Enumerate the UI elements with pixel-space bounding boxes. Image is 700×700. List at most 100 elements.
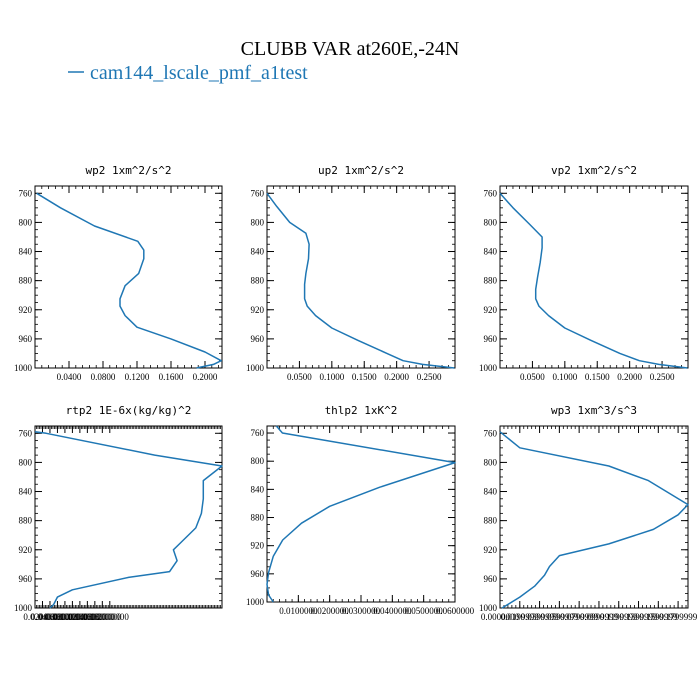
x-tick-label: 0.0100000 (279, 606, 318, 616)
x-tick-label: 0.0399999 (520, 612, 559, 622)
x-tick-label: 0.2500 (650, 372, 675, 382)
y-tick-label: 960 (251, 569, 265, 579)
y-tick-label: 800 (19, 217, 33, 227)
x-tick-label: 0.1600 (159, 372, 184, 382)
series-line-1 (266, 192, 455, 369)
y-tick-label: 840 (484, 247, 498, 257)
subplot-5: thlp2 1xK^2 760 800 840 880 920 960 1000 0.01000… (246, 404, 475, 616)
x-tick-label: 0.0599999 (540, 612, 579, 622)
axes-frame (499, 185, 689, 369)
x-tick-label: 0.0600000 (436, 606, 475, 616)
y-tick-label: 880 (484, 276, 498, 286)
y-tick-label: 1000 (479, 363, 498, 373)
x-tick-label: 0.0800 (91, 372, 116, 382)
x-tick-label: 0.1399999 (619, 612, 658, 622)
subplot-title: vp2 1xm^2/s^2 (551, 164, 637, 177)
y-tick-label: 880 (251, 276, 265, 286)
y-tick-label: 800 (484, 457, 498, 467)
y-tick-label: 960 (19, 334, 33, 344)
subplot-1: wp2 1xm^2/s^2 760 800 840 880 920 960 1000 0.040… (14, 164, 223, 382)
x-tick-label: 0.0000000 (481, 612, 520, 622)
y-tick-label: 800 (19, 457, 33, 467)
y-tick-label: 760 (484, 428, 498, 438)
y-tick-label: 880 (484, 516, 498, 526)
y-tick-label: 760 (484, 188, 498, 198)
y-tick-label: 880 (251, 513, 265, 523)
y-tick-label: 760 (19, 188, 33, 198)
x-tick-label: 0.1800000 (83, 612, 122, 622)
y-tick-label: 920 (251, 305, 265, 315)
x-tick-label: 0.2000000 (91, 612, 130, 622)
series-line-1 (499, 192, 688, 369)
y-tick-label: 920 (19, 545, 33, 555)
x-tick-label: 0.0200000 (23, 612, 62, 622)
x-tick-label: 0.1200000 (61, 612, 100, 622)
subplot-3: vp2 1xm^2/s^2 760 800 840 880 920 960 1000 0.050… (479, 164, 689, 382)
y-tick-label: 920 (19, 305, 33, 315)
subplot-title: wp2 1xm^2/s^2 (85, 164, 171, 177)
x-tick-label: 0.0500000 (405, 606, 444, 616)
axes-frame (34, 425, 223, 609)
x-tick-label: 0.0999999 (580, 612, 619, 622)
y-tick-label: 840 (251, 484, 265, 494)
y-tick-label: 800 (484, 217, 498, 227)
y-tick-label: 760 (19, 428, 33, 438)
x-tick-label: 0.1000 (552, 372, 577, 382)
subplot-6: wp3 1xm^3/s^3 760 800 840 880 920 960 10000.000… (479, 404, 698, 622)
figure-legend: cam144_lscale_pmf_a1test (68, 62, 308, 84)
x-tick-label: 0.2000 (384, 372, 409, 382)
subplot-2: up2 1xm^2/s^2 760 800 840 880 920 960 1000 0.050… (246, 164, 456, 382)
y-tick-label: 760 (251, 188, 265, 198)
x-tick-label: 0.1000000 (53, 612, 92, 622)
y-tick-label: 840 (484, 487, 498, 497)
x-tick-label: 0.0200000 (311, 606, 350, 616)
subplot-title: thlp2 1xK^2 (325, 404, 398, 417)
x-tick-label: 0.2500 (417, 372, 442, 382)
subplot-title: wp3 1xm^3/s^3 (551, 404, 637, 417)
x-tick-label: 0.0400000 (31, 612, 70, 622)
y-tick-label: 1000 (246, 597, 265, 607)
y-tick-label: 960 (19, 574, 33, 584)
axes-frame (499, 425, 689, 609)
y-tick-label: 840 (19, 487, 33, 497)
y-tick-label: 960 (484, 574, 498, 584)
y-tick-label: 920 (251, 541, 265, 551)
x-tick-label: 0.1599999 (639, 612, 678, 622)
x-tick-label: 0.0799999 (560, 612, 599, 622)
y-tick-label: 920 (484, 305, 498, 315)
x-tick-label: 0.1799999 (659, 612, 698, 622)
y-tick-label: 1000 (246, 363, 265, 373)
x-tick-label: 0.1400000 (68, 612, 107, 622)
x-tick-label: 0.1600000 (76, 612, 115, 622)
axes-frame (266, 185, 456, 369)
x-tick-label: 0.0600000 (38, 612, 77, 622)
series-line-1 (499, 431, 689, 609)
x-tick-label: 0.2000 (193, 372, 218, 382)
subplot-title: rtp2 1E-6x(kg/kg)^2 (66, 404, 192, 417)
x-tick-label: 0.0199999 (501, 612, 540, 622)
subplot-grid: wp2 1xm^2/s^2 760 800 840 880 920 960 1000 0.040… (14, 164, 698, 622)
x-tick-label: 0.0800000 (46, 612, 85, 622)
x-tick-label: 0.0400 (57, 372, 82, 382)
y-tick-label: 960 (251, 334, 265, 344)
y-tick-label: 840 (251, 247, 265, 257)
y-tick-label: 760 (251, 428, 265, 438)
y-tick-label: 960 (484, 334, 498, 344)
y-tick-label: 840 (19, 247, 33, 257)
x-tick-label: 0.1199999 (600, 612, 638, 622)
legend-label: cam144_lscale_pmf_a1test (90, 62, 308, 84)
y-tick-label: 920 (484, 545, 498, 555)
subplot-4: rtp2 1E-6x(kg/kg)^2 760 800 840 880 920 960 100… (14, 404, 223, 622)
y-tick-label: 800 (251, 456, 265, 466)
axes-frame (34, 185, 223, 369)
y-tick-label: 880 (19, 276, 33, 286)
y-tick-label: 1000 (479, 603, 498, 613)
series-line-1 (36, 192, 222, 369)
x-tick-label: 0.0500 (520, 372, 545, 382)
subplot-title: up2 1xm^2/s^2 (318, 164, 404, 177)
x-tick-label: 0.1000 (319, 372, 344, 382)
x-tick-label: 0.0500 (287, 372, 312, 382)
x-tick-label: 0.0300000 (342, 606, 381, 616)
x-tick-label: 0.1500 (352, 372, 377, 382)
